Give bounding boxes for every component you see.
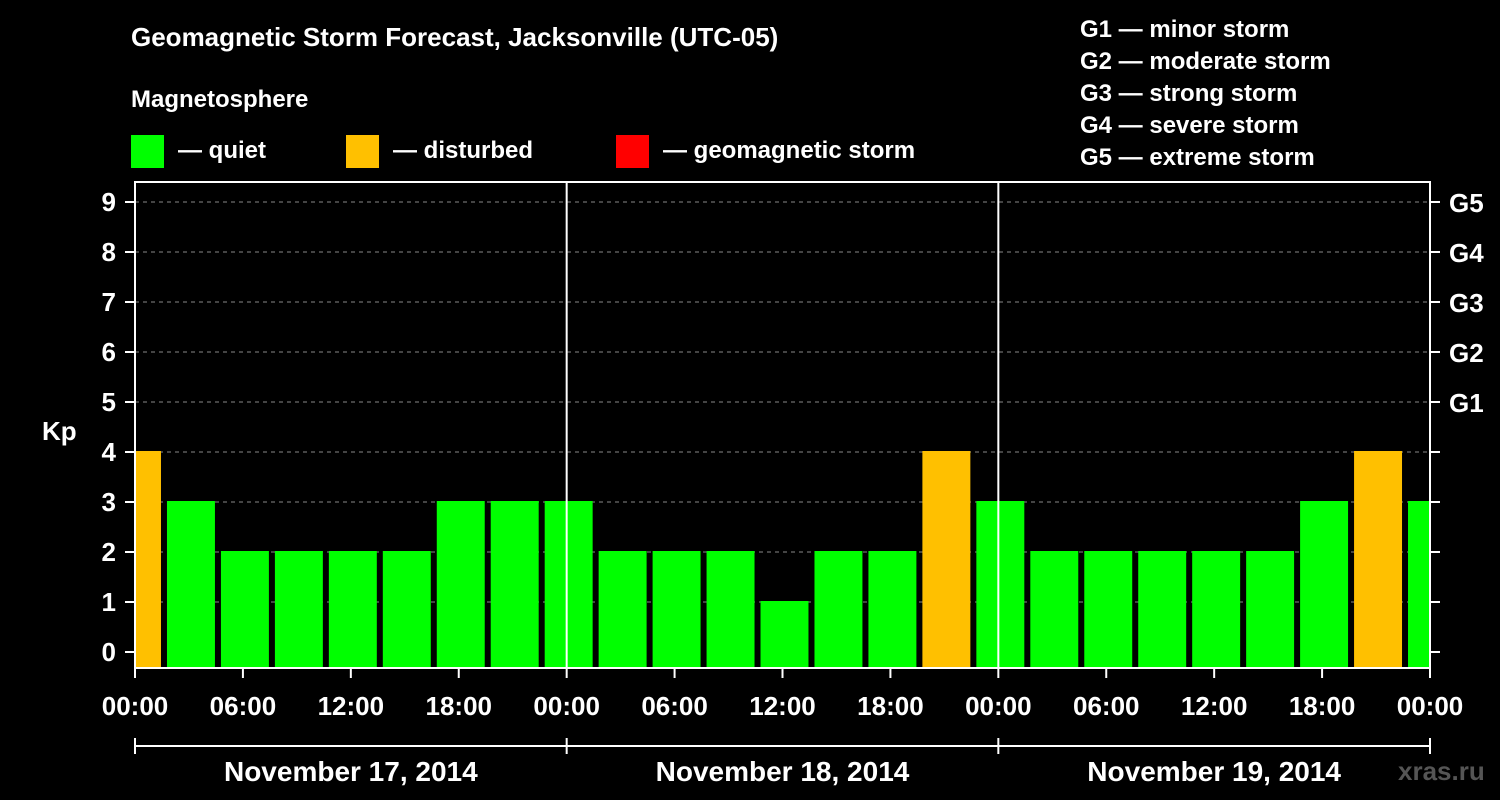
- kp-bar: [1354, 451, 1403, 668]
- y-tick-label: 0: [102, 637, 116, 667]
- x-tick-label: 00:00: [533, 691, 600, 721]
- kp-bar: [166, 501, 215, 668]
- x-tick-label: 00:00: [965, 691, 1032, 721]
- kp-bar: [382, 551, 431, 668]
- watermark: xras.ru: [1398, 756, 1485, 786]
- legend-item-disturbed: — disturbed: [346, 134, 533, 168]
- kp-bar: [922, 451, 971, 668]
- kp-bar: [544, 501, 593, 668]
- x-tick-label: 12:00: [318, 691, 385, 721]
- x-tick-label: 18:00: [1289, 691, 1356, 721]
- x-tick-label: 06:00: [1073, 691, 1140, 721]
- kp-bar: [1138, 551, 1187, 668]
- kp-bar: [1300, 501, 1349, 668]
- y-axis-label: Kp: [42, 416, 77, 446]
- day-label: November 18, 2014: [656, 756, 910, 787]
- x-tick-label: 00:00: [1397, 691, 1464, 721]
- kp-bar: [1192, 551, 1241, 668]
- right-axis-label: G2: [1449, 338, 1484, 368]
- storm-scale-g4: G4 — severe storm: [1080, 112, 1299, 139]
- legend-swatch-quiet: [131, 134, 164, 168]
- kp-bar: [760, 601, 809, 668]
- legend-swatch-disturbed: [346, 134, 379, 168]
- y-tick-label: 6: [102, 337, 116, 367]
- kp-bar: [868, 551, 917, 668]
- kp-bar: [490, 501, 539, 668]
- kp-bar: [1030, 551, 1079, 668]
- legend-label-quiet: — quiet: [178, 137, 266, 164]
- y-tick-label: 2: [102, 537, 116, 567]
- y-tick-label: 7: [102, 287, 116, 317]
- bar-series: [136, 451, 1429, 668]
- y-tick-label: 9: [102, 187, 116, 217]
- x-tick-label: 06:00: [210, 691, 277, 721]
- right-axis-label: G5: [1449, 188, 1484, 218]
- x-tick-label: 00:00: [102, 691, 169, 721]
- kp-bar: [220, 551, 269, 668]
- storm-scale-g2: G2 — moderate storm: [1080, 48, 1331, 75]
- storm-scale-list: G1 — minor storm G2 — moderate storm G3 …: [1080, 14, 1331, 174]
- kp-bar: [1084, 551, 1133, 668]
- kp-bar: [436, 501, 485, 668]
- right-axis-label: G3: [1449, 288, 1484, 318]
- day-label: November 17, 2014: [224, 756, 478, 787]
- legend-swatch-storm: [616, 134, 649, 168]
- kp-bar: [1408, 501, 1429, 668]
- chart-title: Geomagnetic Storm Forecast, Jacksonville…: [131, 22, 779, 52]
- legend-item-quiet: — quiet: [131, 134, 266, 168]
- x-tick-label: 18:00: [426, 691, 493, 721]
- kp-bar: [976, 501, 1025, 668]
- y-tick-label: 1: [102, 587, 116, 617]
- legend-label-storm: — geomagnetic storm: [663, 137, 916, 164]
- kp-bar: [652, 551, 701, 668]
- legend-item-storm: — geomagnetic storm: [616, 134, 915, 168]
- x-tick-label: 12:00: [749, 691, 816, 721]
- x-tick-label: 06:00: [641, 691, 708, 721]
- kp-bar: [598, 551, 647, 668]
- kp-bar: [1246, 551, 1295, 668]
- x-tick-label: 18:00: [857, 691, 924, 721]
- storm-scale-g3: G3 — strong storm: [1080, 80, 1298, 107]
- y-tick-label: 3: [102, 487, 116, 517]
- storm-scale-g5: G5 — extreme storm: [1080, 144, 1315, 171]
- legend-heading: Magnetosphere: [131, 86, 309, 113]
- kp-bar: [328, 551, 377, 668]
- x-tick-label: 12:00: [1181, 691, 1248, 721]
- storm-scale-g1: G1 — minor storm: [1080, 16, 1290, 43]
- right-axis-label: G1: [1449, 388, 1484, 418]
- right-axis-label: G4: [1449, 238, 1484, 268]
- y-tick-label: 4: [102, 437, 117, 467]
- kp-bar: [706, 551, 755, 668]
- kp-bar: [136, 451, 161, 668]
- kp-bar: [274, 551, 323, 668]
- kp-bar: [814, 551, 863, 668]
- y-tick-label: 5: [102, 387, 116, 417]
- y-tick-label: 8: [102, 237, 116, 267]
- legend-label-disturbed: — disturbed: [393, 137, 534, 164]
- day-label: November 19, 2014: [1087, 756, 1341, 787]
